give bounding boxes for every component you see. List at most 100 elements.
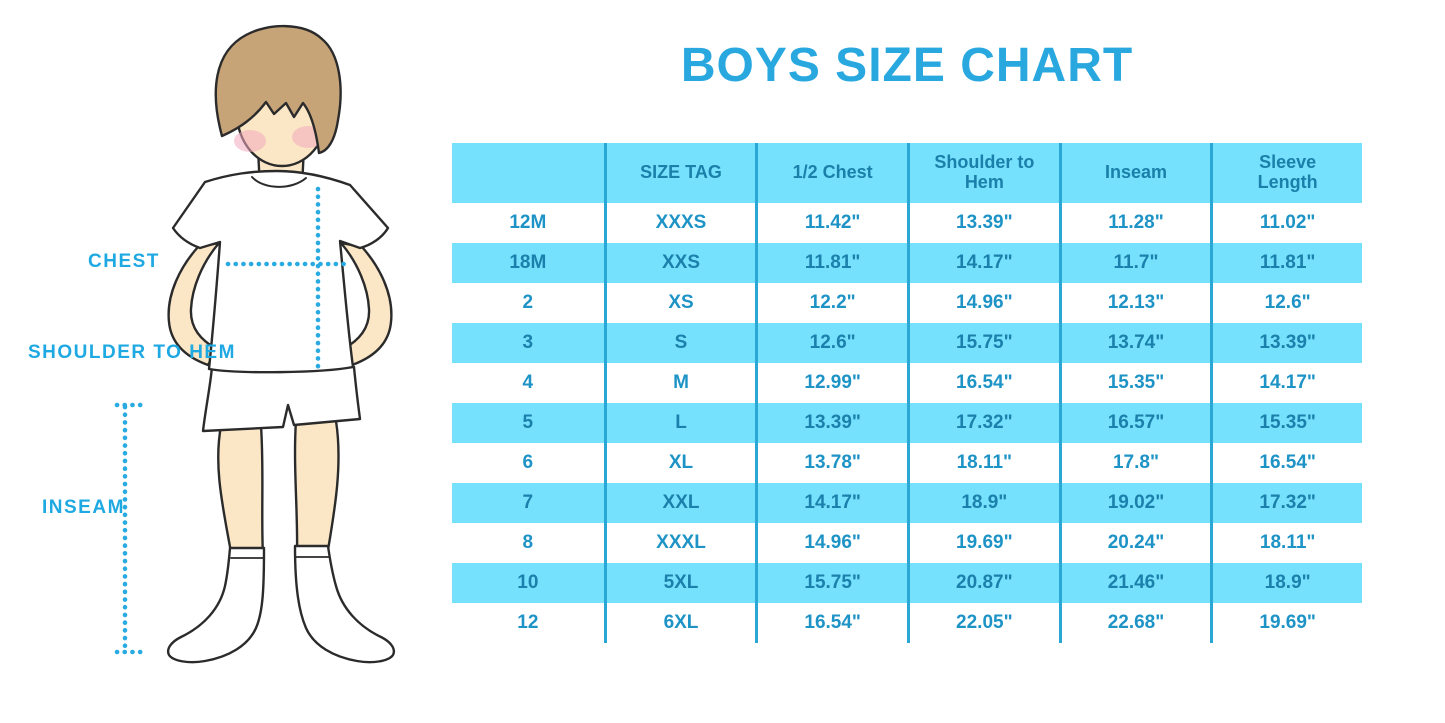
boy-arm-left <box>167 241 221 367</box>
table-cell: 12M <box>509 211 547 233</box>
boy-shirt <box>171 169 390 374</box>
table-cell: 6 <box>522 451 534 473</box>
table-cell: 3 <box>522 331 534 353</box>
size-table: SIZE TAG 1/2 Chest Shoulder to Hem Insea… <box>452 143 1362 643</box>
table-cell: 21.46" <box>1058 563 1211 603</box>
table-cell: 18.9" <box>1210 563 1362 603</box>
table-body: 12M XXXS 11.42" 13.39" 11.28" 11.02" 18M XXS 11.… <box>452 203 1362 643</box>
table-cell: XXXL <box>603 523 756 563</box>
table-cell: 6XL <box>603 603 756 643</box>
boy-leg-left <box>217 424 265 560</box>
table-cell: 14.96" <box>755 523 907 563</box>
table-cell: XL <box>603 443 756 483</box>
table-cell: 17.32" <box>907 403 1059 443</box>
boy-hair <box>214 24 342 155</box>
table-cell: 4 <box>522 371 534 393</box>
table-cell: XS <box>603 283 756 323</box>
table-cell: 22.05" <box>907 603 1059 643</box>
table-cell: 11.7" <box>1058 243 1211 283</box>
table-cell: 20.87" <box>907 563 1059 603</box>
table-cell: 12 <box>517 611 539 633</box>
table-row: 12 6XL 16.54" 22.05" 22.68" 19.69" <box>452 603 1362 643</box>
table-cell: 19.02" <box>1058 483 1211 523</box>
table-cell: 11.28" <box>1058 203 1211 243</box>
header-cell-size <box>452 143 604 203</box>
table-cell: 18.9" <box>907 483 1059 523</box>
table-cell: 14.96" <box>907 283 1059 323</box>
table-row: 4 M 12.99" 16.54" 15.35" 14.17" <box>452 363 1362 403</box>
table-cell: 11.02" <box>1210 203 1362 243</box>
table-cell: 13.74" <box>1058 323 1211 363</box>
table-cell: 20.24" <box>1058 523 1211 563</box>
boy-leg-right <box>293 419 340 558</box>
table-row: 12M XXXS 11.42" 13.39" 11.28" 11.02" <box>452 203 1362 243</box>
table-row: 6 XL 13.78" 18.11" 17.8" 16.54" <box>452 443 1362 483</box>
table-cell: 16.54" <box>1210 443 1362 483</box>
table-cell: XXS <box>603 243 756 283</box>
header-cell-size-tag: SIZE TAG <box>603 143 756 203</box>
table-cell: 14.17" <box>907 243 1059 283</box>
header-cell-shoulder-to-hem: Shoulder to Hem <box>907 143 1059 203</box>
header-cell-sleeve-length: Sleeve Length <box>1210 143 1362 203</box>
table-row: 3 S 12.6" 15.75" 13.74" 13.39" <box>452 323 1362 363</box>
table-cell: 12.6" <box>1210 283 1362 323</box>
table-cell: 15.75" <box>907 323 1059 363</box>
measurement-figure: CHEST SHOULDER TO HEM INSEAM <box>0 0 450 723</box>
table-cell: 17.8" <box>1058 443 1211 483</box>
table-cell: 14.17" <box>1210 363 1362 403</box>
table-cell: 15.35" <box>1210 403 1362 443</box>
table-cell: 12.6" <box>755 323 907 363</box>
table-cell: 19.69" <box>1210 603 1362 643</box>
table-cell: 14.17" <box>755 483 907 523</box>
table-cell: 11.81" <box>755 243 907 283</box>
table-cell: 12.2" <box>755 283 907 323</box>
boy-collar <box>251 176 307 188</box>
table-cell: 16.57" <box>1058 403 1211 443</box>
table-row: 7 XXL 14.17" 18.9" 19.02" 17.32" <box>452 483 1362 523</box>
page-title: BOYS SIZE CHART <box>680 39 1134 92</box>
table-cell: 13.39" <box>907 203 1059 243</box>
table-cell: 2 <box>522 291 534 313</box>
shoulder-to-hem-label: SHOULDER TO HEM <box>28 342 236 363</box>
header-cell-inseam: Inseam <box>1058 143 1211 203</box>
table-cell: 7 <box>522 491 534 513</box>
boy-sock-left <box>167 546 266 664</box>
table-cell: XXL <box>603 483 756 523</box>
table-cell: 17.32" <box>1210 483 1362 523</box>
table-cell: 5XL <box>603 563 756 603</box>
boy-sock-right <box>293 544 395 664</box>
table-cell: 11.81" <box>1210 243 1362 283</box>
table-cell: 13.78" <box>755 443 907 483</box>
table-cell: 19.69" <box>907 523 1059 563</box>
inseam-label: INSEAM <box>42 497 125 518</box>
table-cell: 18.11" <box>907 443 1059 483</box>
chest-label: CHEST <box>88 251 160 272</box>
table-row: 18M XXS 11.81" 14.17" 11.7" 11.81" <box>452 243 1362 283</box>
table-cell: L <box>603 403 756 443</box>
table-cell: 16.54" <box>907 363 1059 403</box>
table-cell: 13.39" <box>1210 323 1362 363</box>
table-cell: 18.11" <box>1210 523 1362 563</box>
header-cell-half-chest: 1/2 Chest <box>755 143 907 203</box>
table-cell: 15.35" <box>1058 363 1211 403</box>
table-cell: 8 <box>522 531 534 553</box>
table-cell: 22.68" <box>1058 603 1211 643</box>
table-cell: 16.54" <box>755 603 907 643</box>
table-cell: S <box>603 323 756 363</box>
table-cell: 13.39" <box>755 403 907 443</box>
table-header-row: SIZE TAG 1/2 Chest Shoulder to Hem Insea… <box>452 143 1362 203</box>
table-cell: 5 <box>522 411 534 433</box>
table-cell: M <box>603 363 756 403</box>
table-cell: 10 <box>517 571 539 593</box>
table-cell: 18M <box>509 251 547 273</box>
table-cell: XXXS <box>603 203 756 243</box>
boy-cheek-left <box>234 130 266 152</box>
table-cell: 12.99" <box>755 363 907 403</box>
table-cell: 15.75" <box>755 563 907 603</box>
boy-shorts <box>201 365 362 433</box>
boy-illustration <box>114 24 395 664</box>
table-row: 5 L 13.39" 17.32" 16.57" 15.35" <box>452 403 1362 443</box>
table-row: 10 5XL 15.75" 20.87" 21.46" 18.9" <box>452 563 1362 603</box>
table-row: 2 XS 12.2" 14.96" 12.13" 12.6" <box>452 283 1362 323</box>
